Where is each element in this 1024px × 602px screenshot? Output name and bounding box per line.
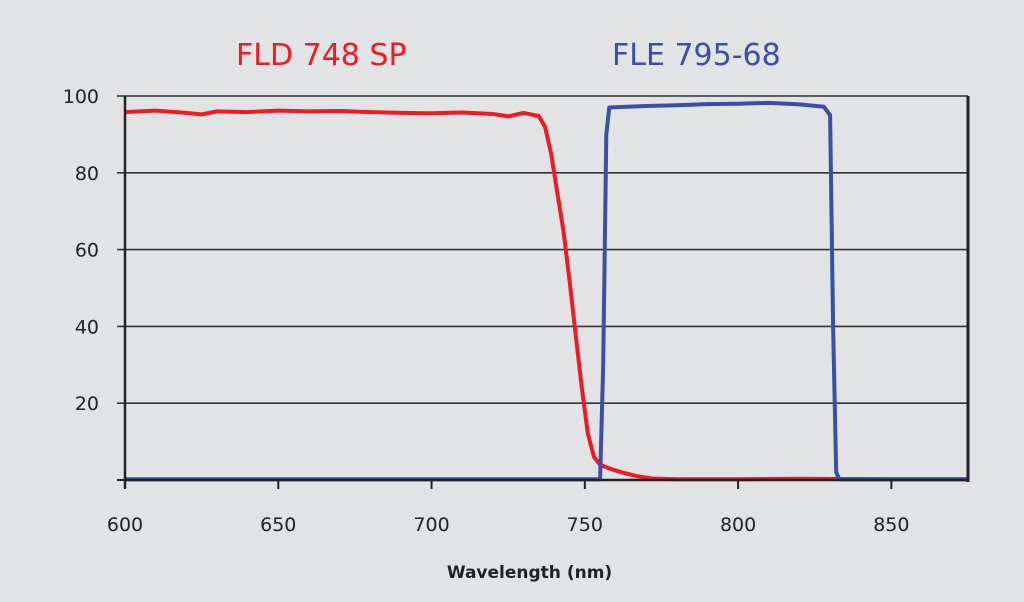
y-tick-label: 80 (75, 163, 99, 185)
x-axis-label: Wavelength (nm) (446, 563, 613, 583)
legend-fle-795-68: FLE 795-68 (612, 38, 781, 73)
y-tick-label: 40 (75, 316, 99, 338)
series-line-1 (125, 100, 968, 482)
x-tick-label: 750 (567, 514, 603, 536)
x-tick-label: 700 (413, 514, 449, 536)
x-tick-label: 650 (260, 514, 296, 536)
x-tick-label: 850 (873, 514, 909, 536)
series-line-0 (124, 108, 968, 482)
legend-fld-748-sp: FLD 748 SP (236, 38, 407, 73)
y-tick-label: 100 (63, 86, 99, 108)
x-tick-label: 600 (107, 514, 143, 536)
y-tick-label: 60 (75, 240, 99, 262)
y-tick-label: 20 (75, 393, 99, 415)
x-tick-label: 800 (720, 514, 756, 536)
